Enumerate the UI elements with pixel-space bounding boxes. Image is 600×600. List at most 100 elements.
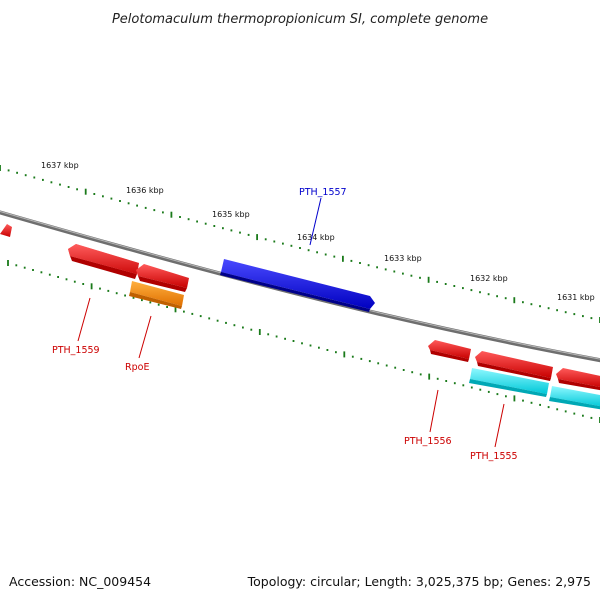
lower-minor-tick <box>539 403 541 406</box>
gene-label-pth-1559[interactable]: PTH_1559 <box>52 345 100 356</box>
upper-minor-tick <box>487 293 490 296</box>
lower-tick-track <box>7 260 600 423</box>
lower-major-tick <box>258 329 261 335</box>
lower-minor-tick <box>419 373 422 376</box>
upper-minor-tick <box>50 181 53 184</box>
upper-minor-tick <box>582 315 584 318</box>
ruler-label-1634: 1634 kbp <box>297 233 335 242</box>
upper-minor-tick <box>213 225 216 227</box>
upper-minor-tick <box>144 206 147 209</box>
lower-minor-tick <box>32 269 34 271</box>
gene-arrow-pth-1557[interactable] <box>220 259 375 312</box>
upper-minor-tick <box>556 309 558 312</box>
gene-arrow-cyan-2[interactable] <box>549 386 600 410</box>
lower-minor-tick <box>445 380 448 382</box>
lower-major-tick <box>513 395 516 402</box>
ruler-label-1637: 1637 kbp <box>41 161 79 170</box>
lower-minor-tick <box>462 384 465 387</box>
upper-major-tick <box>84 188 87 195</box>
accession-text: Accession: NC_009454 <box>9 574 151 589</box>
lower-minor-tick <box>530 401 533 404</box>
lower-minor-tick <box>377 362 380 365</box>
lower-minor-tick <box>385 364 388 367</box>
lower-minor-tick <box>65 278 68 281</box>
lower-minor-tick <box>15 264 18 267</box>
lower-minor-tick <box>394 366 397 369</box>
lower-minor-tick <box>225 321 227 324</box>
lower-minor-tick <box>411 371 414 374</box>
upper-minor-tick <box>590 317 593 320</box>
lower-minor-tick <box>199 315 202 318</box>
lower-minor-tick <box>402 369 405 371</box>
gene-arrow-pth-1556[interactable] <box>428 340 471 362</box>
lower-minor-tick <box>267 333 270 336</box>
gene-label-pth-1555[interactable]: PTH_1555 <box>470 451 518 462</box>
lower-minor-tick <box>250 328 253 331</box>
lower-minor-tick <box>309 344 312 347</box>
upper-minor-tick <box>179 216 181 218</box>
gene-arrow-pth-1555[interactable] <box>469 368 549 397</box>
upper-minor-tick <box>419 276 421 279</box>
lower-minor-tick <box>99 287 101 290</box>
upper-major-tick <box>256 234 258 241</box>
upper-minor-tick <box>453 285 456 287</box>
upper-minor-tick <box>522 301 524 304</box>
lower-minor-tick <box>73 280 76 283</box>
lower-minor-tick <box>23 266 26 269</box>
gene-arrow-pth-1559[interactable] <box>68 244 139 279</box>
gene-arrow-right-red-2[interactable] <box>556 368 600 391</box>
upper-minor-tick <box>76 188 78 191</box>
upper-minor-tick <box>136 204 138 207</box>
upper-minor-tick <box>393 270 396 273</box>
upper-minor-tick <box>333 255 336 258</box>
lower-minor-tick <box>40 271 43 274</box>
lower-minor-tick <box>556 408 559 411</box>
lower-minor-tick <box>436 377 439 380</box>
upper-minor-tick <box>384 268 387 271</box>
ruler-label-1633: 1633 kbp <box>384 254 422 263</box>
upper-minor-tick <box>67 186 70 188</box>
lower-minor-tick <box>360 357 363 360</box>
upper-minor-tick <box>196 220 198 223</box>
upper-minor-tick <box>247 233 250 236</box>
upper-minor-tick <box>573 313 576 316</box>
upper-minor-tick <box>102 195 104 198</box>
upper-minor-tick <box>282 242 284 245</box>
lower-minor-tick <box>149 301 152 304</box>
ruler-label-1635: 1635 kbp <box>212 210 250 219</box>
upper-major-tick <box>427 276 430 283</box>
gene-label-pth-1556[interactable]: PTH_1556 <box>404 436 452 447</box>
upper-minor-tick <box>16 171 18 174</box>
lower-minor-tick <box>115 292 118 295</box>
gene-label-rpoe[interactable]: RpoE <box>125 362 149 373</box>
lower-major-tick <box>343 351 346 358</box>
lower-minor-tick <box>107 289 110 292</box>
lower-minor-tick <box>48 273 51 276</box>
gene-label-pth-1557[interactable]: PTH_1557 <box>299 187 347 198</box>
lower-minor-tick <box>496 393 499 396</box>
lower-minor-tick <box>191 312 194 315</box>
gene-arrow-rpoe-upper[interactable] <box>136 264 189 292</box>
upper-minor-tick <box>410 274 413 277</box>
upper-minor-tick <box>307 249 310 252</box>
lower-minor-tick <box>166 306 168 308</box>
upper-minor-tick <box>24 174 27 177</box>
ruler-labels: 1637 kbp 1636 kbp 1635 kbp 1634 kbp 1633… <box>41 161 595 302</box>
gene-arrow-right-red-1[interactable] <box>475 351 553 381</box>
gene-arrow-rpoe[interactable] <box>129 281 184 309</box>
gene-arrow-edge[interactable] <box>0 224 12 237</box>
upper-minor-tick <box>470 289 473 292</box>
lower-minor-tick <box>582 414 584 417</box>
upper-minor-tick <box>222 227 224 230</box>
upper-minor-tick <box>436 280 438 283</box>
lower-minor-tick <box>132 296 135 299</box>
summary-text: Topology: circular; Length: 3,025,375 bp… <box>247 574 591 589</box>
upper-minor-tick <box>162 211 164 214</box>
upper-minor-tick <box>290 244 293 247</box>
lower-minor-tick <box>335 351 337 354</box>
lower-minor-tick <box>453 382 456 385</box>
lower-minor-tick <box>275 335 278 338</box>
upper-minor-tick <box>462 287 464 290</box>
upper-minor-tick <box>530 303 533 306</box>
